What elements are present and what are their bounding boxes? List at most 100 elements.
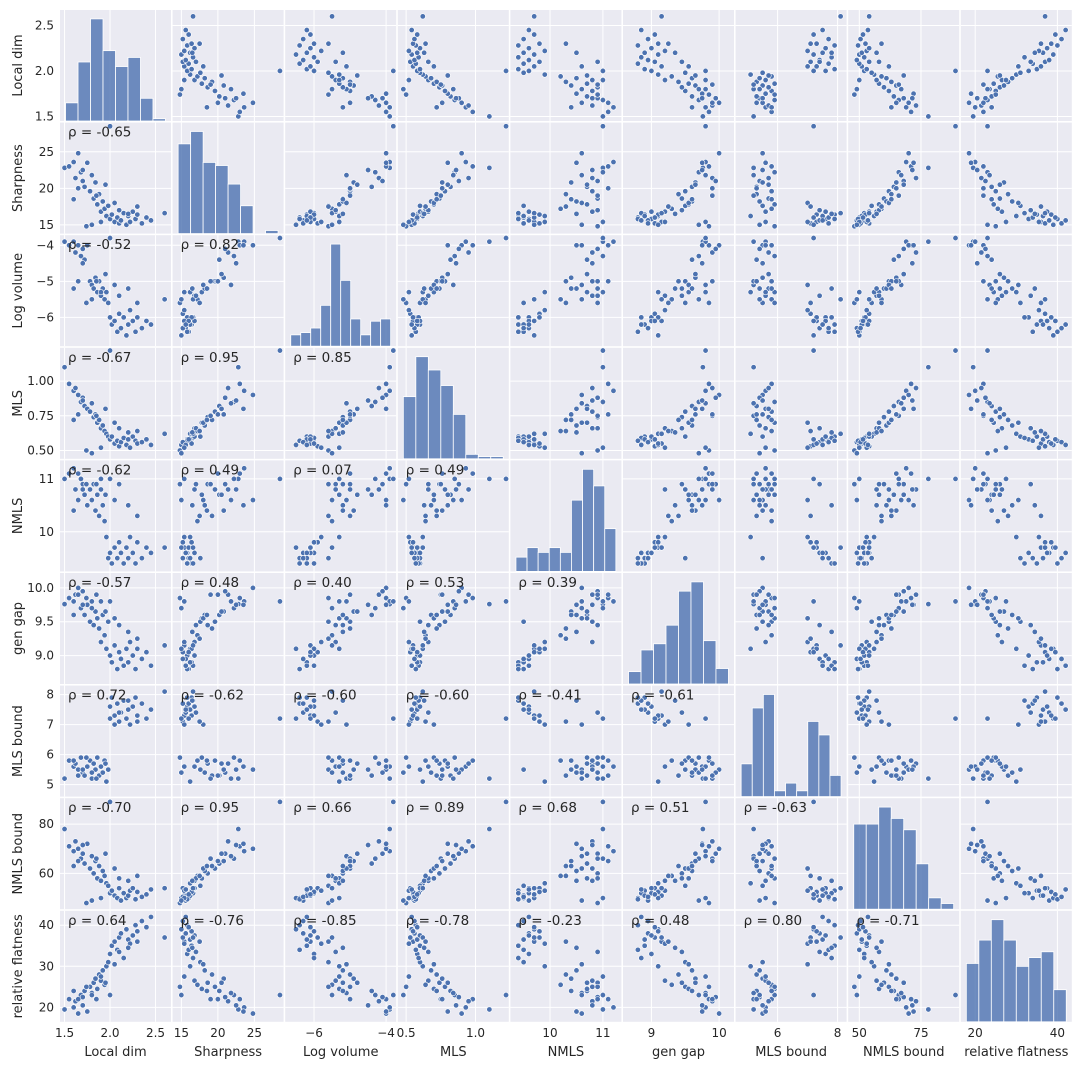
scatter-point — [403, 91, 410, 98]
scatter-point — [209, 512, 216, 519]
scatter-point — [469, 108, 476, 115]
histogram-bar — [360, 334, 372, 347]
scatter-point — [520, 69, 527, 76]
scatter-point — [866, 934, 873, 941]
panel-mls-vs-local-dim: ρ = -0.67 — [60, 347, 171, 459]
scatter-point — [771, 605, 778, 612]
scatter-point — [658, 430, 665, 437]
scatter-point — [203, 507, 210, 514]
scatter-point — [433, 285, 440, 292]
scatter-point — [695, 86, 702, 93]
scatter-point — [819, 49, 826, 56]
histogram-bar — [340, 279, 352, 347]
scatter-point — [107, 715, 114, 722]
scatter-point — [768, 205, 775, 212]
scatter-point — [178, 605, 185, 612]
scatter-point — [462, 238, 469, 245]
scatter-point — [1021, 662, 1028, 669]
scatter-point — [303, 942, 310, 949]
scatter-point — [444, 242, 451, 249]
scatter-point — [675, 416, 682, 423]
scatter-point — [702, 444, 709, 451]
scatter-point — [578, 86, 585, 93]
scatter-point — [1058, 36, 1065, 43]
scatter-point — [75, 497, 82, 504]
scatter-point — [1040, 706, 1047, 713]
scatter-point — [1009, 611, 1016, 618]
scatter-point — [531, 436, 538, 443]
scatter-point — [75, 150, 82, 157]
scatter-point — [419, 778, 426, 785]
scatter-point — [1015, 419, 1022, 426]
scatter-point — [336, 444, 343, 451]
scatter-point — [125, 892, 132, 899]
scatter-point — [665, 512, 672, 519]
scatter-point — [462, 159, 469, 166]
scatter-point — [952, 992, 959, 999]
scatter-point — [1017, 555, 1024, 562]
scatter-point — [866, 210, 873, 217]
scatter-point — [117, 439, 124, 446]
scatter-point — [203, 987, 210, 994]
scatter-point — [573, 967, 580, 974]
scatter-point — [107, 703, 114, 710]
scatter-point — [441, 983, 448, 990]
scatter-point — [685, 497, 692, 504]
scatter-point — [303, 549, 310, 556]
panel-gen-gap-vs-nmls: ρ = 0.39 — [510, 573, 622, 684]
y-tick-label: 60 — [39, 866, 54, 880]
scatter-point — [807, 203, 814, 210]
scatter-point — [890, 93, 897, 100]
scatter-point — [1017, 69, 1024, 76]
scatter-point — [605, 185, 612, 192]
scatter-point — [992, 486, 999, 493]
scatter-point — [762, 475, 769, 482]
scatter-point — [88, 296, 95, 303]
scatter-point — [807, 512, 814, 519]
scatter-point — [819, 936, 826, 943]
scatter-point — [610, 1004, 617, 1011]
panel-nmls-vs-mls-bound — [735, 460, 847, 572]
scatter-point — [414, 924, 421, 931]
scatter-point — [970, 826, 977, 833]
scatter-point — [107, 347, 114, 354]
panel-log-volume-vs-gen-gap — [623, 235, 734, 347]
scatter-point — [996, 271, 1003, 278]
scatter-point — [810, 332, 817, 339]
scatter-point — [825, 555, 832, 562]
scatter-point — [668, 73, 675, 80]
scatter-point — [520, 618, 527, 625]
scatter-point — [1040, 892, 1047, 899]
scatter-point — [661, 877, 668, 884]
scatter-point — [102, 608, 109, 615]
scatter-point — [444, 491, 451, 498]
scatter-point — [189, 697, 196, 704]
x-tick-label: 8 — [834, 1026, 842, 1040]
scatter-point — [568, 196, 575, 203]
scatter-point — [410, 928, 417, 935]
scatter-point — [525, 208, 532, 215]
scatter-point — [198, 491, 205, 498]
scatter-point — [594, 245, 601, 252]
scatter-point — [87, 188, 94, 195]
scatter-point — [678, 709, 685, 716]
scatter-point — [411, 36, 418, 43]
scatter-point — [857, 700, 864, 707]
scatter-point — [661, 486, 668, 493]
scatter-point — [980, 470, 987, 477]
scatter-point — [876, 292, 883, 299]
scatter-point — [347, 81, 354, 88]
scatter-point — [1037, 712, 1044, 719]
scatter-point — [419, 934, 426, 941]
scatter-point — [93, 775, 100, 782]
scatter-point — [756, 75, 763, 82]
scatter-point — [868, 618, 875, 625]
scatter-point — [525, 950, 532, 957]
x-tick-label: 10 — [542, 1026, 557, 1040]
scatter-point — [66, 163, 73, 170]
scatter-point — [108, 942, 115, 949]
scatter-point — [765, 850, 772, 857]
scatter-point — [1031, 429, 1038, 436]
scatter-point — [403, 983, 410, 990]
scatter-point — [132, 694, 139, 701]
